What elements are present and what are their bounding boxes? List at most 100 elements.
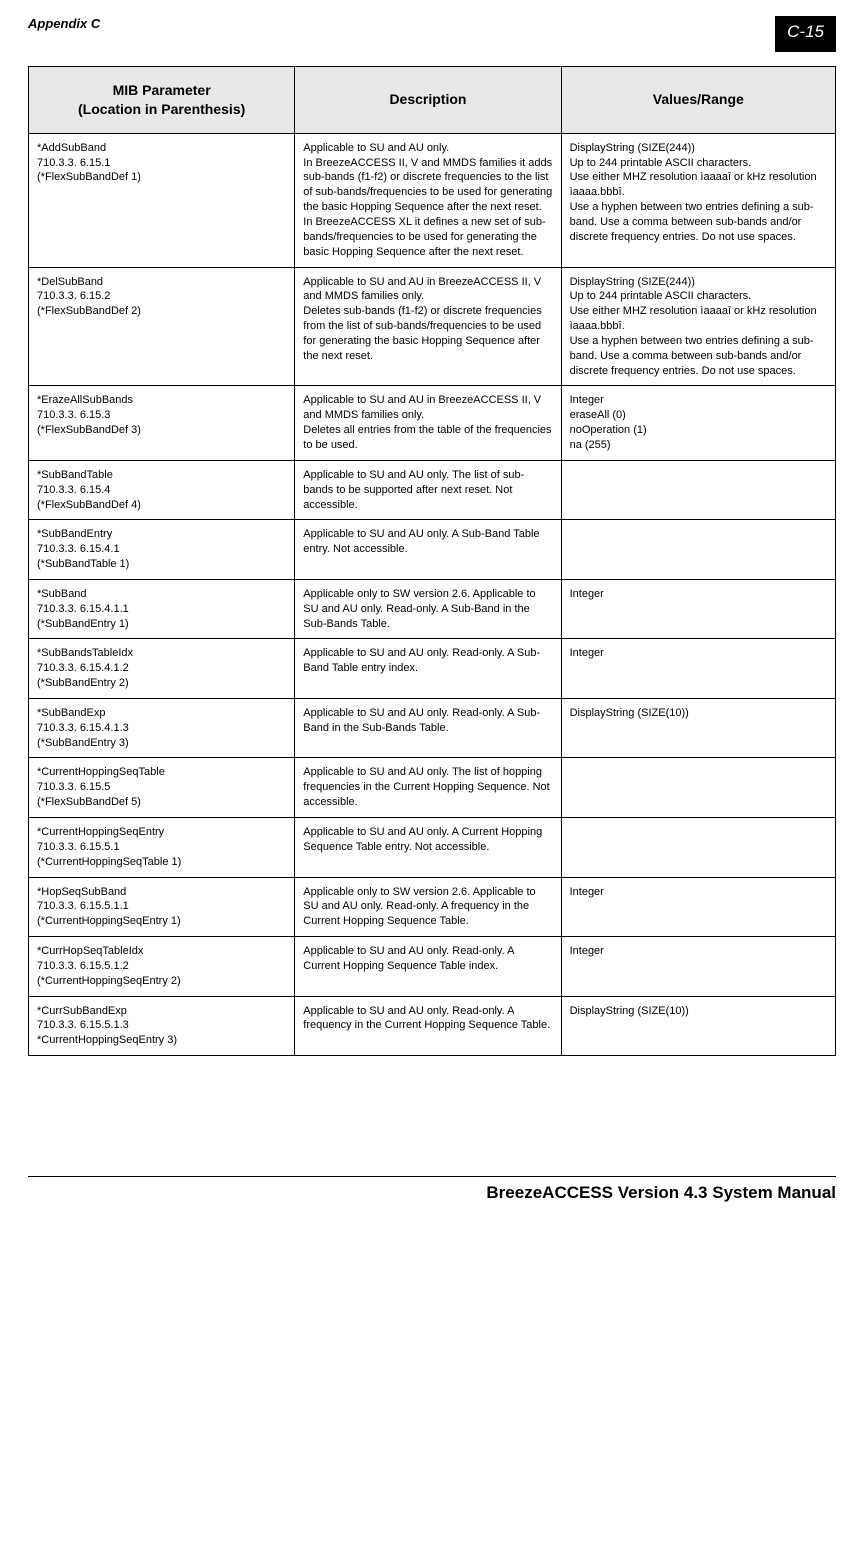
param-cell: *CurrSubBandExp710.3.3. 6.15.5.1.3*Curre… [29,996,295,1056]
page-footer: BreezeACCESS Version 4.3 System Manual [28,1176,836,1203]
col-header-desc: Description [295,67,561,134]
param-name: *SubBandTable [37,468,286,483]
range-cell [561,520,835,580]
param-oid: 710.3.3. 6.15.2 [37,289,286,304]
description-cell: Applicable only to SW version 2.6. Appli… [295,877,561,937]
param-location: (*SubBandEntry 2) [37,676,286,691]
description-cell: Applicable to SU and AU only. A Current … [295,818,561,878]
manual-title: BreezeACCESS Version 4.3 System Manual [486,1183,836,1202]
range-cell: DisplayString (SIZE(10)) [561,698,835,758]
param-location: (*CurrentHoppingSeqTable 1) [37,855,286,870]
param-location: (*FlexSubBandDef 5) [37,795,286,810]
param-location: (*FlexSubBandDef 1) [37,170,286,185]
table-row: *SubBand710.3.3. 6.15.4.1.1(*SubBandEntr… [29,579,836,639]
param-oid: 710.3.3. 6.15.5.1 [37,840,286,855]
param-location: (*FlexSubBandDef 4) [37,498,286,513]
param-cell: *DelSubBand710.3.3. 6.15.2(*FlexSubBandD… [29,267,295,386]
param-location: (*CurrentHoppingSeqEntry 1) [37,914,286,929]
appendix-label: Appendix C [28,16,100,31]
param-cell: *CurrentHoppingSeqTable710.3.3. 6.15.5(*… [29,758,295,818]
param-cell: *ErazeAllSubBands710.3.3. 6.15.3(*FlexSu… [29,386,295,460]
range-cell [561,818,835,878]
param-name: *SubBand [37,587,286,602]
param-location: (*SubBandTable 1) [37,557,286,572]
param-cell: *SubBand710.3.3. 6.15.4.1.1(*SubBandEntr… [29,579,295,639]
param-name: *DelSubBand [37,275,286,290]
param-name: *CurrentHoppingSeqTable [37,765,286,780]
param-name: *CurrSubBandExp [37,1004,286,1019]
range-cell: DisplayString (SIZE(244))Up to 244 print… [561,133,835,267]
description-cell: Applicable to SU and AU only.In BreezeAC… [295,133,561,267]
param-cell: *CurrHopSeqTableIdx710.3.3. 6.15.5.1.2(*… [29,937,295,997]
range-cell: Integer [561,639,835,699]
table-row: *SubBandEntry710.3.3. 6.15.4.1(*SubBandT… [29,520,836,580]
description-cell: Applicable to SU and AU only. A Sub-Band… [295,520,561,580]
param-oid: 710.3.3. 6.15.5 [37,780,286,795]
col-header-param-line1: MIB Parameter [113,82,211,98]
table-row: *SubBandExp710.3.3. 6.15.4.1.3(*SubBandE… [29,698,836,758]
param-cell: *AddSubBand710.3.3. 6.15.1(*FlexSubBandD… [29,133,295,267]
param-name: *CurrHopSeqTableIdx [37,944,286,959]
param-location: (*FlexSubBandDef 2) [37,304,286,319]
range-cell: Integer [561,937,835,997]
page-number: C-15 [775,16,836,52]
param-oid: 710.3.3. 6.15.1 [37,156,286,171]
param-oid: 710.3.3. 6.15.5.1.2 [37,959,286,974]
table-row: *CurrSubBandExp710.3.3. 6.15.5.1.3*Curre… [29,996,836,1056]
param-oid: 710.3.3. 6.15.3 [37,408,286,423]
description-cell: Applicable to SU and AU only. The list o… [295,758,561,818]
table-row: *SubBandTable710.3.3. 6.15.4(*FlexSubBan… [29,460,836,520]
col-header-param-line2: (Location in Parenthesis) [78,101,245,117]
table-row: *DelSubBand710.3.3. 6.15.2(*FlexSubBandD… [29,267,836,386]
param-location: *CurrentHoppingSeqEntry 3) [37,1033,286,1048]
description-cell: Applicable to SU and AU only. Read-only.… [295,937,561,997]
range-cell [561,460,835,520]
table-row: *CurrentHoppingSeqEntry710.3.3. 6.15.5.1… [29,818,836,878]
table-row: *HopSeqSubBand710.3.3. 6.15.5.1.1(*Curre… [29,877,836,937]
range-cell: IntegereraseAll (0)noOperation (1)na (25… [561,386,835,460]
description-cell: Applicable to SU and AU in BreezeACCESS … [295,267,561,386]
col-header-param: MIB Parameter (Location in Parenthesis) [29,67,295,134]
mib-parameters-table: MIB Parameter (Location in Parenthesis) … [28,66,836,1056]
param-oid: 710.3.3. 6.15.4.1.2 [37,661,286,676]
param-name: *ErazeAllSubBands [37,393,286,408]
description-cell: Applicable to SU and AU only. The list o… [295,460,561,520]
table-row: *CurrentHoppingSeqTable710.3.3. 6.15.5(*… [29,758,836,818]
param-name: *SubBandExp [37,706,286,721]
table-row: *AddSubBand710.3.3. 6.15.1(*FlexSubBandD… [29,133,836,267]
col-header-range: Values/Range [561,67,835,134]
table-row: *CurrHopSeqTableIdx710.3.3. 6.15.5.1.2(*… [29,937,836,997]
param-cell: *SubBandTable710.3.3. 6.15.4(*FlexSubBan… [29,460,295,520]
param-location: (*CurrentHoppingSeqEntry 2) [37,974,286,989]
param-cell: *SubBandsTableIdx710.3.3. 6.15.4.1.2(*Su… [29,639,295,699]
param-cell: *HopSeqSubBand710.3.3. 6.15.5.1.1(*Curre… [29,877,295,937]
range-cell: DisplayString (SIZE(244))Up to 244 print… [561,267,835,386]
description-cell: Applicable to SU and AU only. Read-only.… [295,698,561,758]
param-oid: 710.3.3. 6.15.4.1.1 [37,602,286,617]
range-cell [561,758,835,818]
param-oid: 710.3.3. 6.15.5.1.1 [37,899,286,914]
range-cell: DisplayString (SIZE(10)) [561,996,835,1056]
param-location: (*FlexSubBandDef 3) [37,423,286,438]
description-cell: Applicable to SU and AU in BreezeACCESS … [295,386,561,460]
table-row: *ErazeAllSubBands710.3.3. 6.15.3(*FlexSu… [29,386,836,460]
page-header: Appendix C C-15 [28,16,836,52]
param-oid: 710.3.3. 6.15.4.1.3 [37,721,286,736]
table-header-row: MIB Parameter (Location in Parenthesis) … [29,67,836,134]
description-cell: Applicable only to SW version 2.6. Appli… [295,579,561,639]
param-name: *AddSubBand [37,141,286,156]
param-name: *HopSeqSubBand [37,885,286,900]
param-cell: *SubBandExp710.3.3. 6.15.4.1.3(*SubBandE… [29,698,295,758]
param-cell: *SubBandEntry710.3.3. 6.15.4.1(*SubBandT… [29,520,295,580]
param-cell: *CurrentHoppingSeqEntry710.3.3. 6.15.5.1… [29,818,295,878]
param-oid: 710.3.3. 6.15.4.1 [37,542,286,557]
param-location: (*SubBandEntry 3) [37,736,286,751]
table-row: *SubBandsTableIdx710.3.3. 6.15.4.1.2(*Su… [29,639,836,699]
param-location: (*SubBandEntry 1) [37,617,286,632]
description-cell: Applicable to SU and AU only. Read-only.… [295,996,561,1056]
param-name: *CurrentHoppingSeqEntry [37,825,286,840]
range-cell: Integer [561,877,835,937]
param-oid: 710.3.3. 6.15.5.1.3 [37,1018,286,1033]
param-name: *SubBandEntry [37,527,286,542]
range-cell: Integer [561,579,835,639]
